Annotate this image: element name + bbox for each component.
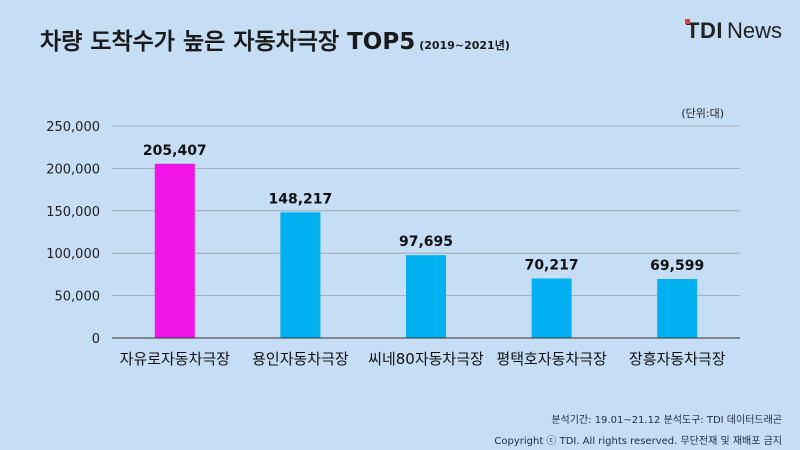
- data-label: 148,217: [269, 191, 333, 207]
- y-tick-label: 100,000: [46, 247, 100, 262]
- analysis-info: 분석기간: 19.01~21.12 분석도구: TDI 데이터드래곤: [551, 415, 782, 426]
- y-tick-label: 150,000: [46, 205, 100, 220]
- logo-brand-text: TDI: [686, 18, 723, 43]
- data-label: 69,599: [650, 258, 704, 274]
- bar: [531, 278, 572, 338]
- chart-title-text: 차량 도착수가 높은 자동차극장 TOP5: [40, 29, 416, 55]
- y-tick-label: 250,000: [46, 120, 100, 135]
- bar: [154, 163, 195, 338]
- x-tick-label: 자유로자동차극장: [120, 350, 231, 368]
- y-tick-label: 0: [92, 332, 100, 347]
- chart-title: 차량 도착수가 높은 자동차극장 TOP5 (2019~2021년): [40, 22, 510, 56]
- data-label: 97,695: [399, 234, 453, 250]
- chart-period: (2019~2021년): [419, 39, 510, 52]
- x-tick-label: 평택호자동차극장: [496, 350, 607, 368]
- data-label: 70,217: [525, 257, 579, 273]
- bar: [657, 278, 698, 338]
- logo-red-square-icon: [685, 19, 691, 24]
- bar: [280, 212, 321, 338]
- unit-label: (단위:대): [681, 107, 724, 120]
- x-tick-label: 씨네80자동차극장: [368, 350, 484, 368]
- logo-mark: TDI: [685, 18, 723, 44]
- brand-logo: TDI News: [685, 18, 782, 44]
- x-tick-label: 장흥자동차극장: [629, 350, 726, 368]
- copyright-notice: Copyright ⓒ TDI. All rights reserved. 무단…: [494, 436, 782, 447]
- x-tick-label: 용인자동차극장: [252, 350, 349, 368]
- bar: [406, 255, 446, 338]
- logo-suffix-text: News: [726, 18, 782, 43]
- y-tick-label: 50,000: [55, 290, 101, 305]
- data-label: 205,407: [143, 143, 207, 159]
- y-tick-label: 200,000: [46, 162, 100, 177]
